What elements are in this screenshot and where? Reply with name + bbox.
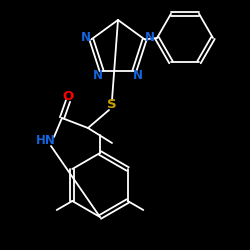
Text: N: N <box>93 69 103 82</box>
Text: N: N <box>81 31 91 44</box>
Text: O: O <box>62 90 74 104</box>
Text: N: N <box>145 31 155 44</box>
Text: HN: HN <box>36 134 56 146</box>
Text: S: S <box>107 98 117 112</box>
Text: N: N <box>133 69 143 82</box>
